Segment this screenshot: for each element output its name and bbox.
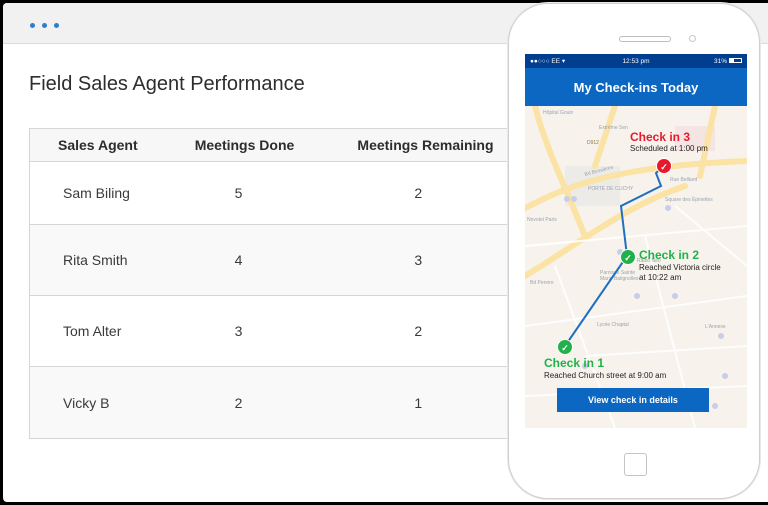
dot-icon [42,23,47,28]
check-icon[interactable]: ✓ [620,249,636,265]
checkin-subtitle: Scheduled at 1:00 pm [630,144,708,153]
map-background: Hôpital Gouin Extrême Sen D912 Bd Bessiè… [525,106,747,428]
checkin-title: Check in 1 [544,356,605,370]
svg-text:Hôpital Gouin: Hôpital Gouin [543,110,574,116]
agent-performance-table: Sales Agent Meetings Done Meetings Remai… [29,128,529,439]
battery-status: 31% [714,58,742,65]
table-row[interactable]: Vicky B 2 1 [30,367,529,438]
svg-text:L'Annexe: L'Annexe [705,324,726,330]
svg-text:PORTE DE CLICHY: PORTE DE CLICHY [588,186,634,192]
route-line [564,165,665,347]
column-header-meetings-remaining[interactable]: Meetings Remaining [357,137,494,153]
checkin-subtitle: at 10:22 am [639,273,682,282]
app-title: My Check-ins Today [525,68,747,106]
svg-text:Marie Batignolles: Marie Batignolles [600,276,639,282]
agent-name: Vicky B [63,394,110,411]
meetings-done: 5 [234,185,243,201]
meetings-remaining: 2 [414,185,423,201]
window-menu-dots[interactable] [30,23,59,28]
checkin-subtitle: Reached Victoria circle [639,263,721,272]
check-icon[interactable]: ✓ [656,158,672,174]
map-view[interactable]: Hôpital Gouin Extrême Sen D912 Bd Bessiè… [525,106,747,428]
home-button[interactable] [624,453,647,476]
checkin-title: Check in 3 [630,130,691,144]
svg-text:Paroisse Sainte: Paroisse Sainte [600,270,635,276]
battery-icon [729,58,742,64]
column-header-meetings-done[interactable]: Meetings Done [194,137,295,153]
meetings-remaining: 3 [414,252,423,268]
svg-text:D912: D912 [587,140,599,146]
svg-text:Rue Belliard: Rue Belliard [670,177,697,183]
meetings-done: 3 [234,323,243,339]
meetings-done: 4 [234,252,243,268]
table-row[interactable]: Rita Smith 4 3 [30,225,529,296]
svg-text:Novotel Paris: Novotel Paris [527,217,557,223]
svg-text:Radio Néo: Radio Néo [637,258,661,264]
page-title: Field Sales Agent Performance [29,73,305,95]
phone-camera-icon [689,35,696,42]
meetings-done: 2 [234,394,243,411]
table-row[interactable]: Tom Alter 3 2 [30,296,529,367]
wifi-icon: ▾ [561,58,566,65]
phone-speaker-icon [619,36,671,42]
agent-name: Tom Alter [63,323,122,339]
table-header: Sales Agent Meetings Done Meetings Remai… [30,129,529,162]
meetings-remaining: 1 [414,394,423,411]
meetings-remaining: 2 [414,323,423,339]
agent-name: Sam Biling [63,185,130,201]
svg-text:Lycée Chaptal: Lycée Chaptal [597,322,629,328]
dot-icon [54,23,59,28]
carrier-signal: ●●○○○ EE ▾ [530,58,566,65]
status-bar: ●●○○○ EE ▾ 12:53 pm 31% [525,54,747,68]
column-header-sales-agent[interactable]: Sales Agent [58,137,138,153]
svg-text:Bd Pereire: Bd Pereire [530,280,554,286]
check-icon[interactable]: ✓ [557,339,573,355]
phone-screen: ●●○○○ EE ▾ 12:53 pm 31% My Check-ins Tod… [525,54,747,428]
svg-text:Square des Épinettes: Square des Épinettes [665,196,713,203]
view-checkin-details-button[interactable]: View check in details [557,388,709,412]
agent-name: Rita Smith [63,252,128,268]
table-row[interactable]: Sam Biling 5 2 [30,162,529,225]
svg-text:Extrême Sen: Extrême Sen [599,125,628,131]
dot-icon [30,23,35,28]
phone-mockup: ●●○○○ EE ▾ 12:53 pm 31% My Check-ins Tod… [508,3,760,499]
checkin-subtitle: Reached Church street at 9:00 am [544,371,667,380]
checkin-title: Check in 2 [639,248,700,262]
